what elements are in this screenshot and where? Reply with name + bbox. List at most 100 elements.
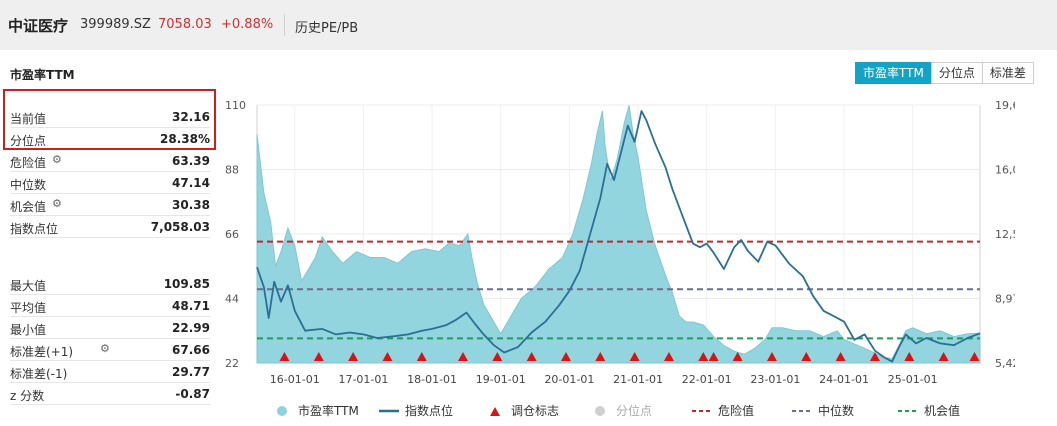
- metric-button-pe[interactable]: 市盈率TTM: [855, 62, 932, 84]
- rebalance-marker: [416, 352, 427, 361]
- stat-value: 28.38%: [160, 132, 210, 146]
- chart-legend: 市盈率TTM 指数点位 调仓标志 分位点 危险值 中位数 机会值: [270, 402, 1050, 422]
- header-bar: 中证医疗 399989.SZ 7058.03 +0.88% 历史PE/PB: [0, 0, 1057, 50]
- rebalance-marker: [835, 352, 846, 361]
- y-tick-label-left: 66: [225, 228, 239, 241]
- legend-median[interactable]: 中位数: [790, 402, 854, 419]
- legend-label: 指数点位: [405, 404, 454, 418]
- metric-button-stddev[interactable]: 标准差: [981, 62, 1034, 84]
- y-tick-label-left: 44: [225, 293, 239, 306]
- stat-label: 标准差(+1): [10, 345, 74, 359]
- legend-pe[interactable]: 市盈率TTM: [270, 402, 359, 419]
- stat-label: 最大值: [10, 279, 47, 293]
- rebalance-marker: [904, 352, 915, 361]
- legend-danger-swatch: [692, 409, 712, 412]
- pe-area-series: [256, 105, 981, 364]
- rebalance-marker: [560, 352, 571, 361]
- metric-button-group: 市盈率TTM 分位点 标准差: [855, 62, 1034, 84]
- legend-median-swatch: [792, 409, 812, 412]
- stat-value: 67.66: [172, 343, 210, 357]
- x-tick-label: 17-01-01: [338, 373, 388, 386]
- stat-row: 中位数 47.14: [10, 172, 210, 194]
- legend-index[interactable]: 指数点位: [377, 402, 453, 419]
- x-tick-label: 24-01-01: [819, 373, 869, 386]
- legend-label: 中位数: [818, 404, 855, 418]
- y-tick-label-right: 12,530: [995, 228, 1015, 241]
- stat-label: 平均值: [10, 301, 47, 315]
- legend-danger[interactable]: 危险值: [690, 402, 754, 419]
- stat-label: 标准差(-1): [10, 367, 68, 381]
- legend-percentile-swatch: [595, 405, 605, 416]
- stat-value: 7,058.03: [150, 220, 210, 234]
- legend-label: 调仓标志: [511, 404, 560, 418]
- stat-value: -0.87: [175, 387, 210, 401]
- pe-chart: 110 88 66 44 22 19,637 16,084 12,530 8,976 5,422 1…: [225, 99, 1015, 386]
- legend-label: 危险值: [718, 404, 755, 418]
- rebalance-marker: [492, 352, 503, 361]
- stat-label: 分位点: [10, 134, 47, 148]
- stat-row: 标准差(+1) ⚙ 67.66: [10, 339, 210, 361]
- stat-value: 63.39: [172, 154, 210, 168]
- stat-label: 中位数: [10, 178, 47, 192]
- y-tick-label-left: 22: [225, 357, 239, 370]
- x-tick-label: 25-01-01: [888, 373, 938, 386]
- rebalance-marker: [801, 352, 812, 361]
- x-tick-label: 18-01-01: [407, 373, 457, 386]
- y-tick-label-left: 88: [225, 164, 239, 177]
- gear-icon[interactable]: ⚙: [100, 342, 110, 355]
- x-tick-label: 22-01-01: [682, 373, 732, 386]
- rebalance-marker: [708, 352, 719, 361]
- stat-row: 最小值 22.99: [10, 317, 210, 339]
- legend-index-swatch: [379, 409, 399, 412]
- legend-label: 机会值: [924, 404, 961, 418]
- stat-row: 当前值 32.16: [10, 106, 210, 128]
- y-tick-label-right: 19,637: [995, 99, 1015, 112]
- legend-label: 市盈率TTM: [298, 404, 359, 418]
- stat-label: 最小值: [10, 323, 47, 337]
- y-tick-label-right: 8,976: [995, 292, 1015, 305]
- stat-label: 当前值: [10, 112, 47, 126]
- legend-percentile[interactable]: 分位点: [588, 402, 652, 419]
- x-tick-label: 16-01-01: [270, 373, 320, 386]
- legend-opportunity[interactable]: 机会值: [896, 402, 960, 419]
- rebalance-marker: [526, 352, 537, 361]
- rebalance-marker: [348, 352, 359, 361]
- metric-label: 市盈率TTM: [10, 68, 75, 82]
- metric-button-percentile[interactable]: 分位点: [930, 62, 983, 84]
- gear-icon[interactable]: ⚙: [52, 153, 62, 166]
- legend-opportunity-swatch: [898, 409, 918, 412]
- stat-value: 29.77: [172, 365, 210, 379]
- rebalance-marker: [766, 352, 777, 361]
- legend-rebalance-swatch: [490, 406, 500, 416]
- x-tick-label: 21-01-01: [613, 373, 663, 386]
- stat-label: 危险值: [10, 156, 47, 170]
- history-pe-pb-tab[interactable]: 历史PE/PB: [295, 21, 359, 36]
- stat-row: 指数点位 7,058.03: [10, 216, 210, 238]
- legend-rebalance[interactable]: 调仓标志: [483, 402, 559, 419]
- rebalance-marker: [969, 352, 980, 361]
- rebalance-marker: [663, 352, 674, 361]
- stat-label: 指数点位: [10, 222, 59, 236]
- gear-icon[interactable]: ⚙: [52, 197, 62, 210]
- stat-value: 30.38: [172, 198, 210, 212]
- y-tick-label-right: 5,422: [995, 357, 1015, 370]
- index-title: 中证医疗: [8, 17, 69, 35]
- legend-label: 分位点: [616, 404, 653, 418]
- stat-value: 32.16: [172, 110, 210, 124]
- rebalance-marker: [938, 352, 949, 361]
- stat-row: z 分数 -0.87: [10, 383, 210, 405]
- x-tick-label: 19-01-01: [476, 373, 526, 386]
- rebalance-marker: [732, 352, 743, 361]
- legend-pe-swatch: [277, 405, 287, 416]
- stat-row: 平均值 48.71: [10, 295, 210, 317]
- x-tick-label: 23-01-01: [750, 373, 800, 386]
- stat-label: 机会值: [10, 200, 47, 214]
- rebalance-marker: [313, 352, 324, 361]
- header-divider: [284, 14, 285, 36]
- stat-value: 48.71: [172, 299, 210, 313]
- x-tick-label: 20-01-01: [544, 373, 594, 386]
- stat-label: z 分数: [10, 389, 45, 403]
- rebalance-marker: [698, 352, 709, 361]
- rebalance-marker: [869, 352, 880, 361]
- index-code: 399989.SZ: [80, 17, 151, 32]
